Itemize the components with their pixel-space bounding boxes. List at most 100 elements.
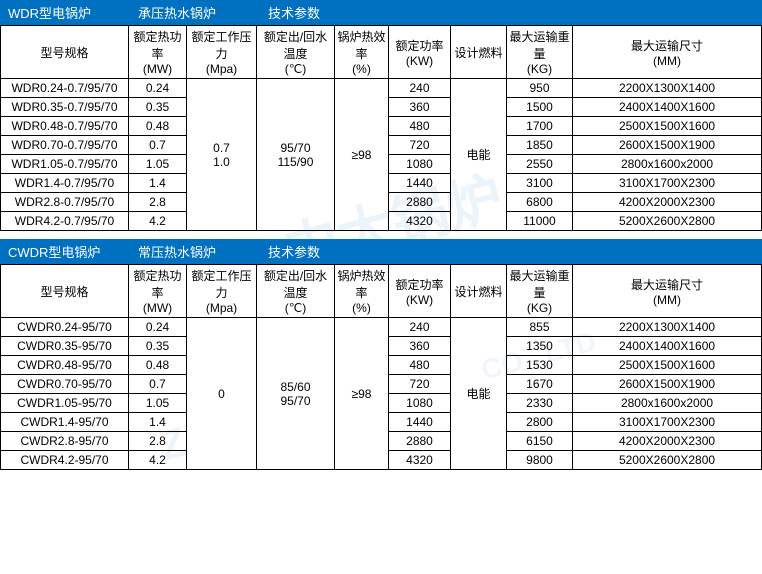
cell-eff: ≥98	[335, 318, 389, 470]
cell-dim: 2800x1600x2000	[573, 394, 762, 413]
cell-kw: 720	[389, 375, 451, 394]
column-header-unit: (%)	[336, 62, 387, 76]
cell-mw: 0.7	[129, 375, 187, 394]
cell-mw: 1.4	[129, 413, 187, 432]
table-title-bar: CWDR型电锅炉常压热水锅炉技术参数	[0, 239, 762, 264]
cell-kw: 1440	[389, 413, 451, 432]
cell-kg: 1500	[507, 98, 573, 117]
cell-dim: 5200X2600X2800	[573, 212, 762, 231]
cell-pressure: 0	[187, 318, 257, 470]
table-title-segment: 常压热水锅炉	[130, 239, 260, 264]
column-header-unit: (Mpa)	[188, 301, 255, 315]
column-header-label: 额定功率	[390, 276, 449, 293]
cwdr-table-block: CWDR型电锅炉常压热水锅炉技术参数型号规格额定热功率(MW)额定工作压力(Mp…	[0, 239, 762, 470]
cell-model: CWDR0.24-95/70	[1, 318, 129, 337]
column-header: 最大运输尺寸(MM)	[573, 265, 762, 318]
cell-kg: 11000	[507, 212, 573, 231]
column-header-unit: (%)	[336, 301, 387, 315]
cell-model: WDR1.4-0.7/95/70	[1, 174, 129, 193]
cell-dim: 2400X1400X1600	[573, 337, 762, 356]
cell-kw: 4320	[389, 451, 451, 470]
column-header-unit: (℃)	[258, 62, 333, 76]
cell-kw: 1080	[389, 155, 451, 174]
cell-mw: 0.48	[129, 117, 187, 136]
column-header-label: 型号规格	[2, 283, 127, 300]
column-header-unit: (MM)	[574, 54, 760, 68]
column-header-unit: (KW)	[390, 54, 449, 68]
cell-kg: 1850	[507, 136, 573, 155]
column-header-label: 额定功率	[390, 37, 449, 54]
column-header: 型号规格	[1, 265, 129, 318]
cell-temp: 95/70115/90	[257, 79, 335, 231]
cell-kg: 1350	[507, 337, 573, 356]
cell-kg: 3100	[507, 174, 573, 193]
cell-kw: 2880	[389, 193, 451, 212]
cell-eff: ≥98	[335, 79, 389, 231]
table-title-segment: CWDR型电锅炉	[0, 239, 130, 264]
column-header-label: 最大运输重量	[508, 267, 571, 301]
column-header-label: 锅炉热效率	[336, 28, 387, 62]
column-header-label: 额定热功率	[130, 267, 185, 301]
cell-mw: 0.35	[129, 98, 187, 117]
cell-mw: 0.35	[129, 337, 187, 356]
cell-kg: 950	[507, 79, 573, 98]
cell-model: CWDR4.2-95/70	[1, 451, 129, 470]
cell-model: CWDR1.4-95/70	[1, 413, 129, 432]
column-header-label: 锅炉热效率	[336, 267, 387, 301]
cell-dim: 2500X1500X1600	[573, 356, 762, 375]
column-header-unit: (MW)	[130, 301, 185, 315]
column-header-label: 额定工作压力	[188, 267, 255, 301]
column-header: 额定功率(KW)	[389, 265, 451, 318]
column-header-label: 额定出/回水温度	[258, 28, 333, 62]
cell-model: CWDR0.35-95/70	[1, 337, 129, 356]
wdr-table-block: WDR型电锅炉承压热水锅炉技术参数型号规格额定热功率(MW)额定工作压力(Mpa…	[0, 0, 762, 231]
column-header-unit: (Mpa)	[188, 62, 255, 76]
column-header: 设计燃料	[451, 26, 507, 79]
column-header: 额定出/回水温度(℃)	[257, 26, 335, 79]
column-header-label: 额定工作压力	[188, 28, 255, 62]
cell-model: CWDR0.48-95/70	[1, 356, 129, 375]
cell-dim: 2500X1500X1600	[573, 117, 762, 136]
column-header: 额定热功率(MW)	[129, 26, 187, 79]
column-header-unit: (MW)	[130, 62, 185, 76]
cell-kw: 480	[389, 117, 451, 136]
spec-table: 型号规格额定热功率(MW)额定工作压力(Mpa)额定出/回水温度(℃)锅炉热效率…	[0, 264, 762, 470]
cell-dim: 2200X1300X1400	[573, 79, 762, 98]
column-header: 型号规格	[1, 26, 129, 79]
cell-dim: 4200X2000X2300	[573, 432, 762, 451]
cell-kg: 2330	[507, 394, 573, 413]
cell-dim: 2200X1300X1400	[573, 318, 762, 337]
cell-dim: 2600X1500X1900	[573, 375, 762, 394]
cell-kg: 1530	[507, 356, 573, 375]
table-title-segment: WDR型电锅炉	[0, 0, 130, 25]
cell-dim: 3100X1700X2300	[573, 413, 762, 432]
cell-kw: 1440	[389, 174, 451, 193]
column-header-unit: (KG)	[508, 301, 571, 315]
column-header-label: 最大运输尺寸	[574, 276, 760, 293]
column-header-unit: (KG)	[508, 62, 571, 76]
cell-model: CWDR0.70-95/70	[1, 375, 129, 394]
column-header-unit: (KW)	[390, 293, 449, 307]
cell-model: WDR2.8-0.7/95/70	[1, 193, 129, 212]
column-header-label: 额定出/回水温度	[258, 267, 333, 301]
cell-mw: 0.24	[129, 318, 187, 337]
cell-kw: 240	[389, 318, 451, 337]
cell-kg: 855	[507, 318, 573, 337]
cell-model: CWDR1.05-95/70	[1, 394, 129, 413]
cell-mw: 4.2	[129, 212, 187, 231]
cell-dim: 4200X2000X2300	[573, 193, 762, 212]
cell-model: WDR0.24-0.7/95/70	[1, 79, 129, 98]
cell-mw: 1.4	[129, 174, 187, 193]
cell-dim: 5200X2600X2800	[573, 451, 762, 470]
column-header-label: 型号规格	[2, 44, 127, 61]
column-header-label: 最大运输尺寸	[574, 37, 760, 54]
cell-dim: 2800x1600x2000	[573, 155, 762, 174]
cell-kw: 360	[389, 98, 451, 117]
cell-kw: 4320	[389, 212, 451, 231]
cell-mw: 1.05	[129, 155, 187, 174]
cell-dim: 2400X1400X1600	[573, 98, 762, 117]
column-header: 锅炉热效率(%)	[335, 26, 389, 79]
cell-kg: 9800	[507, 451, 573, 470]
cell-model: WDR0.35-0.7/95/70	[1, 98, 129, 117]
column-header: 额定工作压力(Mpa)	[187, 26, 257, 79]
